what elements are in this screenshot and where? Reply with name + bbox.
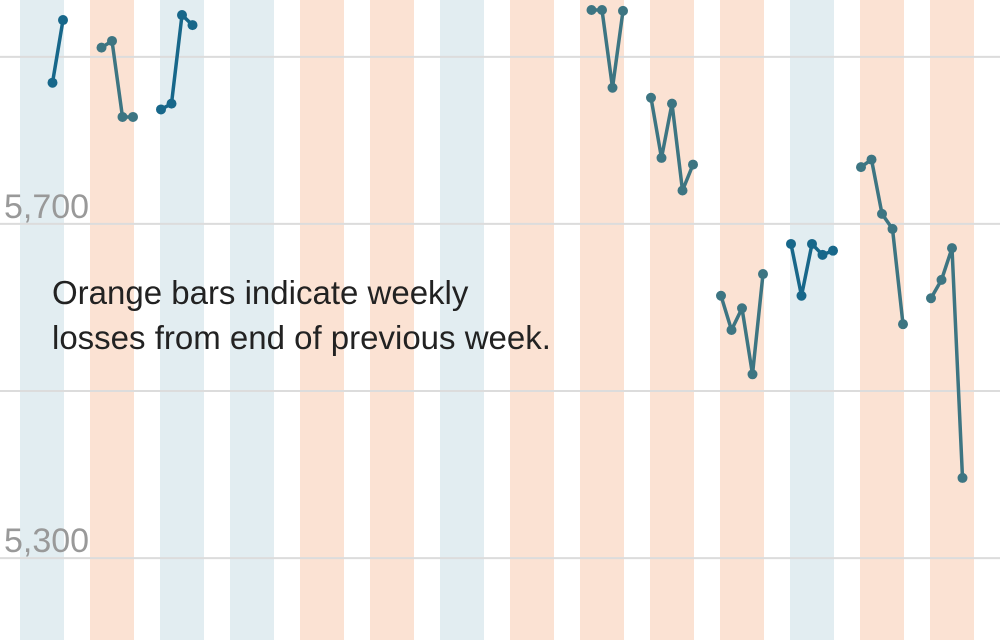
- point: [586, 5, 597, 16]
- point: [656, 152, 667, 163]
- point: [807, 238, 817, 249]
- point: [828, 245, 838, 256]
- point: [117, 111, 128, 122]
- bands: [20, 0, 974, 640]
- week-band: [440, 0, 484, 640]
- point: [688, 159, 698, 170]
- annotation-line: Orange bars indicate weekly: [52, 274, 469, 311]
- point: [747, 369, 758, 380]
- point: [607, 82, 618, 93]
- y-tick-label: 5,700: [4, 188, 89, 226]
- week-band: [20, 0, 64, 640]
- week-band: [650, 0, 694, 640]
- point: [786, 238, 796, 249]
- week-line: [50, 19, 65, 84]
- point: [667, 98, 677, 109]
- week-line: [160, 13, 194, 111]
- point: [128, 111, 138, 122]
- point: [646, 92, 656, 103]
- week-band: [930, 0, 974, 640]
- y-tick-label: 5,300: [4, 522, 89, 560]
- point: [856, 162, 866, 173]
- point: [866, 154, 877, 165]
- labels: Orange bars indicate weekly losses from …: [4, 188, 551, 560]
- point: [947, 243, 957, 254]
- annotation-line: losses from end of previous week.: [52, 319, 551, 356]
- week-band: [790, 0, 834, 640]
- point: [177, 10, 187, 21]
- lines: [47, 5, 968, 483]
- point: [817, 249, 828, 260]
- week-band: [230, 0, 274, 640]
- point: [58, 15, 68, 26]
- point: [737, 303, 747, 314]
- week-band: [580, 0, 624, 640]
- point: [96, 42, 107, 53]
- week-band: [90, 0, 134, 640]
- week-band: [300, 0, 344, 640]
- point: [726, 325, 737, 336]
- point: [187, 20, 198, 31]
- point: [47, 77, 58, 88]
- point: [957, 472, 968, 483]
- point: [758, 269, 768, 280]
- point: [166, 98, 177, 109]
- week-band: [860, 0, 904, 640]
- point: [936, 274, 947, 285]
- point: [796, 290, 807, 301]
- week-line: [929, 246, 965, 478]
- point: [677, 185, 688, 196]
- week-band: [510, 0, 554, 640]
- point: [618, 5, 628, 16]
- point: [887, 223, 898, 234]
- point: [926, 293, 936, 304]
- grid: [0, 55, 1000, 560]
- point: [156, 104, 166, 115]
- week-band: [370, 0, 414, 640]
- week-line: [591, 8, 625, 90]
- point: [597, 5, 607, 16]
- point: [107, 35, 117, 46]
- point: [898, 319, 908, 330]
- point: [877, 208, 887, 219]
- week-line: [100, 39, 133, 119]
- point: [716, 290, 726, 301]
